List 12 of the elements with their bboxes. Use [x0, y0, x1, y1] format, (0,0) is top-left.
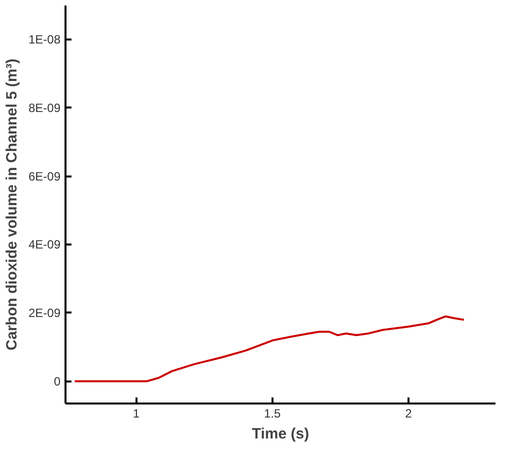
- x-tick-label: 1.5: [264, 406, 281, 420]
- x-tick-label: 1: [132, 406, 140, 420]
- y-tick-label: 2E-09: [28, 306, 61, 320]
- y-tick-label: 4E-09: [28, 238, 61, 252]
- y-axis-title: Carbon dioxide volume in Channel 5 (m³): [3, 58, 20, 350]
- line-series: [74, 315, 465, 382]
- x-tick-label: 2: [405, 406, 412, 420]
- y-tick-label: 1E-08: [28, 32, 61, 47]
- y-tick-label: 0: [54, 374, 61, 388]
- x-axis-title: Time (s): [252, 426, 310, 442]
- y-tick-label: 6E-09: [28, 169, 61, 184]
- y-tick-label: 8E-09: [28, 100, 61, 115]
